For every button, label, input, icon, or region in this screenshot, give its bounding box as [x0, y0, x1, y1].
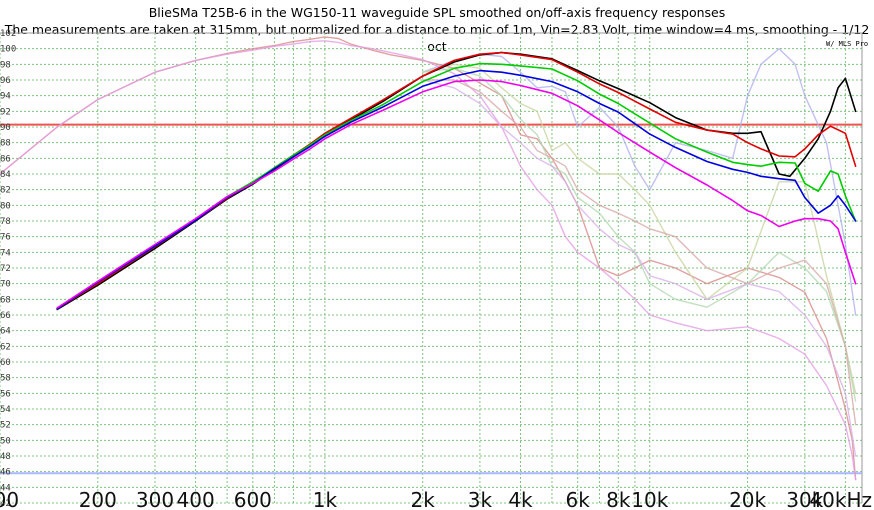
y-tick-label: 62	[0, 342, 11, 352]
y-tick-label: 98	[0, 60, 11, 70]
y-tick-label: 88	[0, 139, 11, 149]
y-tick-label: 92	[0, 107, 11, 117]
series-line	[56, 51, 857, 310]
y-tick-label: 86	[0, 154, 11, 164]
y-tick-label: 80	[0, 201, 11, 211]
y-tick-labels: 42 44 46 48 50 52 54 56 58 60 62 64 66 68 70 72 74 76 78 80…	[0, 29, 16, 509]
x-tick-label: 1k	[313, 488, 338, 510]
series-lines	[0, 36, 857, 481]
series-line-faint	[0, 36, 857, 481]
x-tick-label: 2k	[411, 488, 436, 510]
x-tick-label: 100	[0, 488, 19, 510]
series-line-faint	[422, 79, 857, 426]
y-tick-label: 42	[0, 499, 11, 509]
y-tick-label: 90	[0, 123, 11, 133]
x-tick-label: 4k	[508, 488, 533, 510]
y-tick-label: 74	[0, 248, 11, 258]
x-tick-label: 3k	[468, 488, 493, 510]
x-tick-label: 400	[177, 488, 215, 510]
y-tick-label: 66	[0, 311, 11, 321]
x-tick-label: 6k	[566, 488, 591, 510]
reference-lines	[0, 123, 862, 475]
software-brand-label: W/ MLS Pro	[826, 40, 869, 48]
y-tick-label: 96	[0, 76, 11, 86]
y-tick-label: 60	[0, 358, 11, 368]
y-tick-label: 52	[0, 421, 11, 431]
series-line	[56, 69, 857, 310]
y-tick-label: 102	[0, 29, 16, 39]
series-line	[56, 51, 857, 311]
y-tick-label: 76	[0, 233, 11, 243]
y-tick-label: 58	[0, 374, 11, 384]
x-tick-label: 40kHz	[809, 488, 872, 510]
x-tick-label: 20k	[729, 488, 766, 510]
series-line-faint	[422, 79, 857, 457]
grid-lines	[0, 32, 863, 504]
x-tick-label: 8k	[606, 488, 631, 510]
x-tick-label: 600	[234, 488, 272, 510]
series-line-faint	[422, 67, 857, 402]
series-line	[56, 79, 857, 309]
y-tick-label: 48	[0, 452, 11, 462]
x-tick-label: 30k	[786, 488, 823, 510]
chart-title: BlieSMa T25B-6 in the WG150-11 waveguide…	[148, 5, 726, 20]
y-tick-label: 44	[0, 483, 11, 493]
y-tick-label: 100	[0, 45, 16, 55]
y-tick-label: 68	[0, 295, 11, 305]
y-tick-label: 72	[0, 264, 11, 274]
y-tick-label: 56	[0, 389, 11, 399]
series-line	[56, 62, 857, 310]
series-line-faint	[0, 40, 857, 481]
series-line-faint	[422, 48, 857, 316]
series-line-faint	[422, 63, 857, 394]
y-tick-label: 46	[0, 468, 11, 478]
y-tick-label: 50	[0, 436, 11, 446]
y-tick-label: 82	[0, 186, 11, 196]
x-tick-label: 300	[136, 488, 174, 510]
x-tick-label: 200	[79, 488, 117, 510]
y-tick-label: 54	[0, 405, 11, 415]
y-tick-label: 94	[0, 92, 11, 102]
y-tick-label: 78	[0, 217, 11, 227]
x-tick-label: 10k	[631, 488, 668, 510]
y-tick-label: 64	[0, 327, 11, 337]
y-tick-label: 70	[0, 280, 11, 290]
y-tick-label: 84	[0, 170, 11, 180]
